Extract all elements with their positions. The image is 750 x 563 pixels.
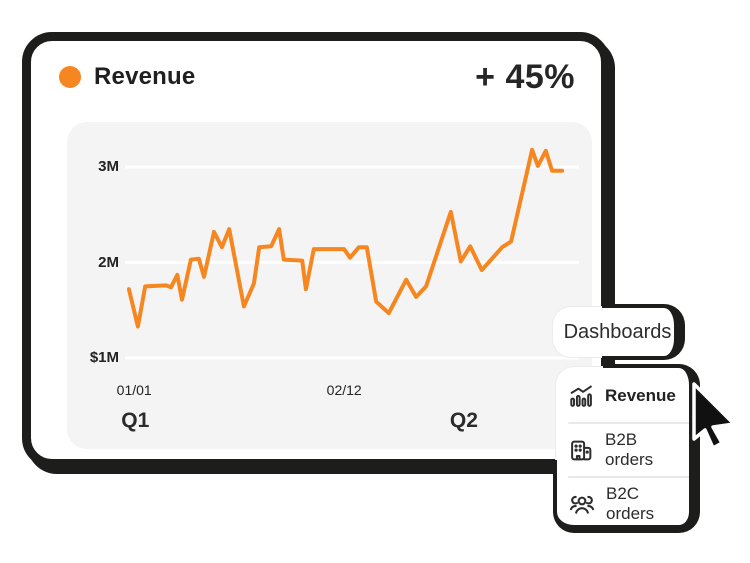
revenue-line-chart bbox=[125, 147, 579, 360]
menu-item-b2c-orders[interactable]: B2C orders bbox=[556, 481, 697, 527]
x-tick-label: 02/12 bbox=[326, 382, 362, 398]
growth-percentage: + 45% bbox=[475, 57, 575, 96]
menu-divider bbox=[568, 422, 695, 424]
dashboards-button[interactable]: Dashboards bbox=[553, 307, 682, 357]
card-header: Revenue + 45% bbox=[31, 41, 601, 103]
revenue-card: Revenue + 45% 3M 2M $1M 01/01 02/12 Q1 Q2 bbox=[22, 32, 610, 468]
quarter-label: Q2 bbox=[449, 409, 478, 432]
building-icon bbox=[571, 440, 592, 460]
card-title: Revenue bbox=[94, 63, 196, 90]
menu-item-revenue[interactable]: Revenue bbox=[556, 373, 697, 419]
chart-panel: 3M 2M $1M 01/01 02/12 Q1 Q2 bbox=[67, 122, 592, 449]
dashboards-menu: Revenue B2B orders bbox=[556, 367, 697, 530]
y-tick-label: 2M bbox=[98, 253, 119, 271]
menu-item-label: B2C orders bbox=[606, 484, 655, 523]
quarter-label: Q1 bbox=[121, 409, 150, 432]
people-icon bbox=[569, 495, 595, 514]
y-tick-label: $1M bbox=[89, 349, 119, 366]
menu-item-label: Revenue bbox=[605, 386, 676, 405]
dashboards-button-label: Dashboards bbox=[563, 320, 672, 343]
chart-trend-icon bbox=[570, 385, 592, 407]
menu-divider bbox=[568, 476, 695, 478]
legend-dot-icon bbox=[59, 66, 81, 88]
x-tick-label: 01/01 bbox=[116, 382, 152, 398]
y-tick-label: 3M bbox=[98, 158, 119, 175]
menu-item-label: B2B orders bbox=[605, 430, 654, 469]
menu-item-b2b-orders[interactable]: B2B orders bbox=[556, 427, 697, 473]
